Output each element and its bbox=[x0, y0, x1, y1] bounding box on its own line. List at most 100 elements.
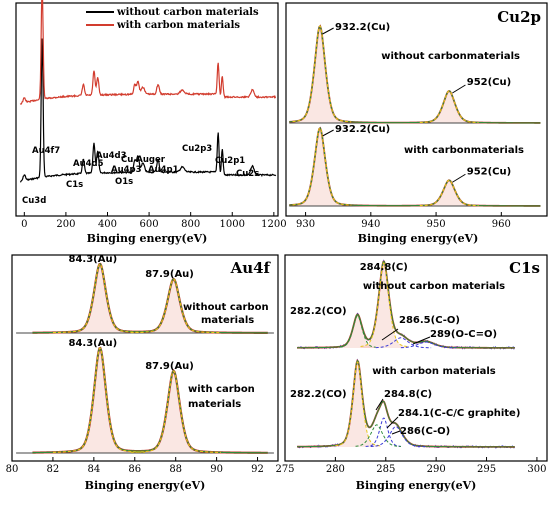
component-fill bbox=[52, 348, 145, 453]
fit-curve bbox=[32, 263, 268, 334]
legend-label: with carbon materials bbox=[116, 20, 240, 31]
panel-c1s-frame bbox=[284, 254, 548, 462]
peak-label: 284.8(C) bbox=[384, 389, 432, 400]
peak-label: 87.9(Au) bbox=[145, 361, 194, 372]
component-fill bbox=[52, 264, 145, 333]
component-fill bbox=[360, 263, 408, 348]
peak-label: 286(C-O) bbox=[400, 426, 450, 437]
x-tick-label: 86 bbox=[128, 464, 141, 475]
peak-label: 952(Cu) bbox=[467, 77, 511, 88]
x-tick-label: 200 bbox=[56, 219, 75, 230]
x-tick-label: 84 bbox=[87, 464, 100, 475]
component-curve bbox=[400, 341, 457, 349]
x-tick-label: 950 bbox=[427, 219, 446, 230]
curve-label: materials bbox=[201, 315, 254, 326]
component-curve bbox=[355, 424, 401, 447]
series-with-carbon bbox=[19, 0, 276, 105]
x-tick-label: 82 bbox=[47, 464, 60, 475]
x-tick-label: 300 bbox=[527, 464, 546, 475]
x-tick-label: 80 bbox=[6, 464, 19, 475]
x-tick-label: 88 bbox=[169, 464, 182, 475]
x-tick-label: 930 bbox=[296, 219, 315, 230]
x-tick-label: 600 bbox=[140, 219, 159, 230]
component-curve bbox=[360, 262, 408, 348]
peak-pointer bbox=[452, 84, 466, 94]
x-tick-label: 1000 bbox=[220, 219, 245, 230]
peak-label: C1s bbox=[66, 180, 83, 190]
peak-pointer bbox=[375, 398, 384, 411]
component-curve bbox=[340, 315, 376, 348]
peak-label: Au4p3 bbox=[111, 165, 142, 175]
panel-title: Cu2p bbox=[497, 8, 541, 26]
au4f-plot: 80 82 84 86 88 90 92 Binging energy(eV) Au4f 84.3… bbox=[6, 254, 274, 492]
component-curve bbox=[365, 417, 401, 447]
x-axis-label: Binging energy(eV) bbox=[358, 232, 479, 245]
x-tick-label: 1200 bbox=[261, 219, 286, 230]
peak-label: 282.2(CO) bbox=[290, 306, 347, 317]
component-curve bbox=[130, 278, 221, 334]
x-tick-label: 800 bbox=[181, 219, 200, 230]
component-fill bbox=[130, 371, 221, 453]
peak-pointer bbox=[322, 129, 334, 137]
peak-pointer bbox=[386, 416, 399, 429]
curve-label: with carbonmaterials bbox=[404, 145, 524, 156]
panel-survey-frame bbox=[15, 2, 279, 217]
component-curve bbox=[370, 426, 427, 448]
peak-pointer bbox=[391, 430, 401, 435]
peak-pointer bbox=[412, 336, 431, 345]
x-axis-label: Binging energy(eV) bbox=[87, 232, 208, 245]
peak-label: Au4p1 bbox=[148, 165, 179, 175]
peak-label: O1s bbox=[115, 177, 133, 187]
component-curve bbox=[419, 90, 479, 124]
component-curve bbox=[52, 263, 145, 334]
cu2p-plot: 930 940 950 960 Binging energy(eV) Cu2p 932.2(… bbox=[289, 8, 541, 245]
panel-title: Au4f bbox=[230, 259, 272, 277]
peak-label: 952(Cu) bbox=[467, 166, 511, 177]
peak-label: 932.2(Cu) bbox=[335, 22, 390, 33]
x-tick-label: 290 bbox=[427, 464, 446, 475]
legend-label: without carbon materials bbox=[116, 7, 259, 18]
peak-pointer bbox=[381, 328, 399, 341]
component-fill bbox=[335, 362, 381, 447]
peak-label: Cu2s bbox=[236, 169, 259, 179]
component-curve bbox=[375, 337, 432, 349]
component-fill bbox=[416, 180, 482, 206]
fit-curve bbox=[289, 127, 541, 207]
x-tick-label: 90 bbox=[210, 464, 223, 475]
curve-label: with carbon materials bbox=[372, 366, 496, 377]
peak-label: Cu2p1 bbox=[215, 156, 245, 166]
component-curve bbox=[419, 179, 479, 207]
fit-curve bbox=[297, 260, 515, 349]
peak-pointer bbox=[452, 173, 466, 183]
x-tick-label: 280 bbox=[326, 464, 345, 475]
curve-label: without carbon bbox=[183, 302, 269, 313]
peak-label: Au4f7 bbox=[32, 146, 60, 156]
peak-label: 932.2(Cu) bbox=[335, 124, 390, 135]
panel-title: C1s bbox=[509, 259, 540, 277]
component-fill bbox=[340, 315, 376, 348]
peak-label: Au4d3 bbox=[96, 151, 127, 161]
curve-label: without carbonmaterials bbox=[381, 51, 520, 62]
component-curve bbox=[335, 361, 381, 447]
panel-cu2p-frame bbox=[285, 2, 548, 217]
peak-label: 286.5(C-O) bbox=[399, 315, 460, 326]
component-curve bbox=[292, 127, 352, 206]
component-fill bbox=[130, 279, 221, 333]
fit-curve bbox=[32, 347, 268, 454]
peak-label: Au4d5 bbox=[73, 159, 104, 169]
peak-label: 282.2(CO) bbox=[290, 389, 347, 400]
peak-pointer bbox=[322, 27, 334, 35]
component-curve bbox=[292, 25, 352, 123]
peak-label: 84.3(Au) bbox=[68, 338, 117, 349]
x-axis-label: Binging energy(eV) bbox=[85, 479, 206, 492]
survey-plot: 0 200 400 600 800 1000 1200 Binging energy(eV) w… bbox=[19, 0, 287, 245]
peak-label: 84.3(Au) bbox=[68, 254, 117, 265]
panel-au4f-frame bbox=[11, 254, 279, 462]
component-curve bbox=[130, 370, 221, 454]
c1s-plot: 275 280 285 290 295 300 Binging energy(eV) C1s 2… bbox=[275, 259, 546, 492]
peak-label: 87.9(Au) bbox=[145, 269, 194, 280]
x-tick-label: 295 bbox=[477, 464, 496, 475]
x-tick-label: 400 bbox=[98, 219, 117, 230]
x-tick-label: 275 bbox=[275, 464, 294, 475]
